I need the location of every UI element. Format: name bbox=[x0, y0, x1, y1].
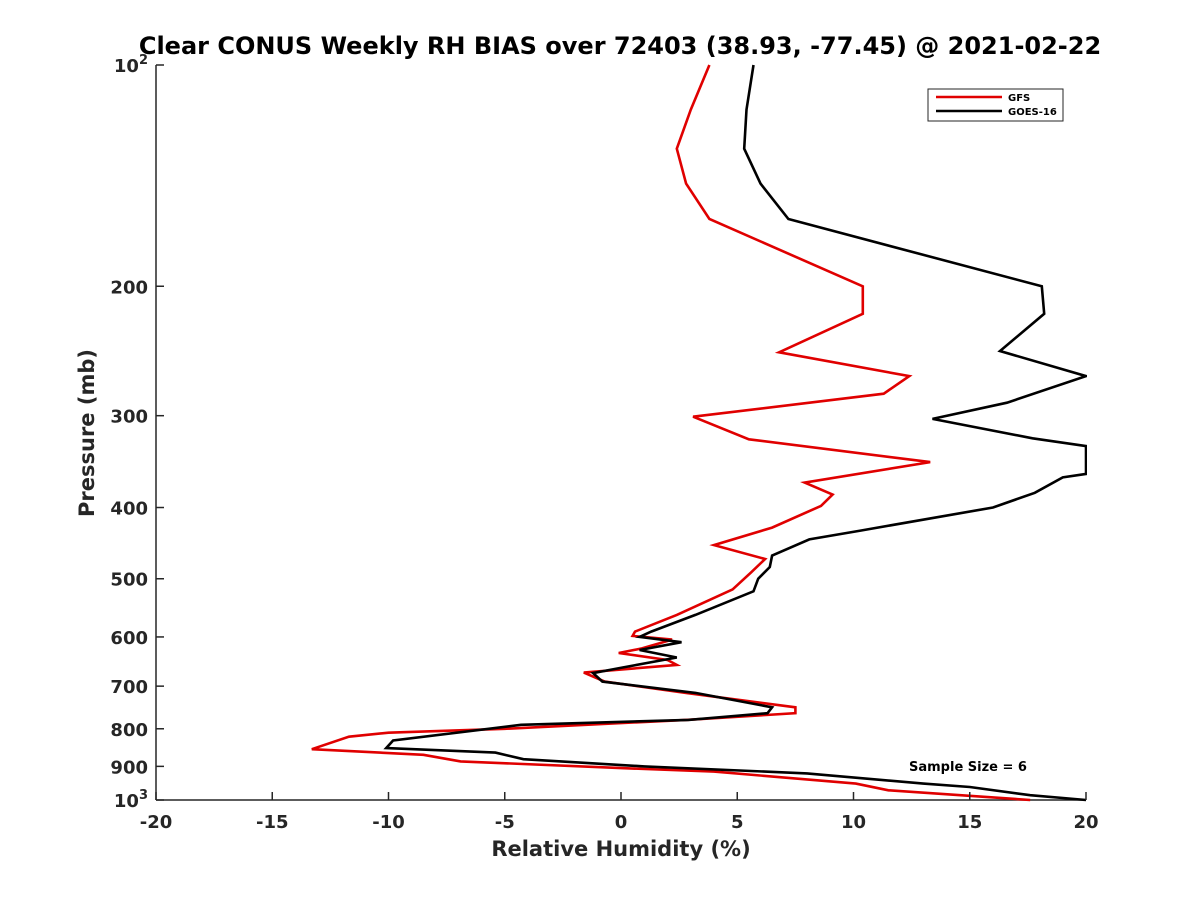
legend-label-goes16: GOES-16 bbox=[1008, 107, 1057, 118]
x-tick-label: 5 bbox=[731, 812, 744, 833]
y-axis-label: Pressure (mb) bbox=[75, 349, 99, 517]
x-tick-label: -15 bbox=[256, 812, 289, 833]
y-tick-label: 600 bbox=[110, 628, 148, 649]
x-tick-label: 0 bbox=[615, 812, 628, 833]
x-tick-label: 15 bbox=[957, 812, 982, 833]
series-layer bbox=[311, 64, 1087, 802]
sample-size-annotation: Sample Size = 6 bbox=[909, 760, 1027, 775]
x-axis-label: Relative Humidity (%) bbox=[491, 837, 750, 861]
x-tick-label: 20 bbox=[1073, 812, 1098, 833]
legend-label-gfs: GFS bbox=[1008, 93, 1030, 104]
legend: GFS GOES-16 bbox=[927, 88, 1064, 122]
x-tick-label: -20 bbox=[140, 812, 173, 833]
y-tick-label: 800 bbox=[110, 720, 148, 741]
y-tick-label: 900 bbox=[110, 757, 148, 778]
y-tick-label: 700 bbox=[110, 677, 148, 698]
series-line-goes-16 bbox=[383, 64, 1087, 802]
y-tick-label: 400 bbox=[110, 499, 148, 520]
x-tick-label: -5 bbox=[495, 812, 515, 833]
chart-title: Clear CONUS Weekly RH BIAS over 72403 (3… bbox=[139, 32, 1101, 60]
y-tick-label: 500 bbox=[110, 570, 148, 591]
x-axis-ticks: -20 -15 -10 -5 0 5 10 15 20 bbox=[140, 792, 1099, 833]
y-tick-label: 200 bbox=[110, 277, 148, 298]
y-tick-label: 300 bbox=[110, 407, 148, 428]
legend-box bbox=[927, 88, 1064, 122]
series-line-gfs bbox=[311, 64, 1031, 802]
x-tick-label: 10 bbox=[841, 812, 866, 833]
x-tick-label: -10 bbox=[372, 812, 405, 833]
